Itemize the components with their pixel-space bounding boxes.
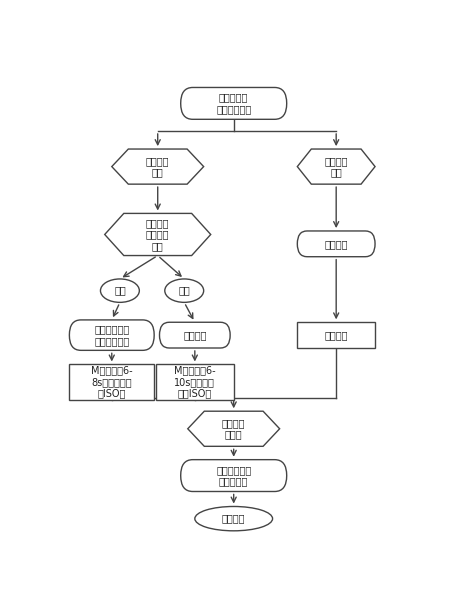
Text: 强光: 强光 [114, 286, 126, 295]
FancyBboxPatch shape [180, 88, 286, 119]
Bar [297, 322, 374, 348]
Text: 选择相机数
量，固定相机: 选择相机数 量，固定相机 [216, 92, 251, 114]
Polygon shape [297, 149, 374, 184]
Text: 开始试验: 开始试验 [222, 514, 245, 523]
FancyBboxPatch shape [297, 231, 374, 257]
Text: 高速连拍: 高速连拍 [324, 330, 347, 340]
Ellipse shape [164, 279, 203, 302]
Text: 试拍，调
整相机: 试拍，调 整相机 [222, 418, 245, 440]
Text: 工频耐压
试验: 工频耐压 试验 [324, 156, 347, 178]
Polygon shape [187, 411, 279, 446]
Text: 确认试验
场地光线
强度: 确认试验 场地光线 强度 [146, 218, 169, 251]
Ellipse shape [100, 279, 139, 302]
Text: M档：快门6-
8s、小光圈、
低ISO值: M档：快门6- 8s、小光圈、 低ISO值 [91, 365, 132, 399]
Polygon shape [105, 213, 210, 255]
FancyBboxPatch shape [180, 460, 286, 491]
Polygon shape [111, 149, 203, 184]
Text: 调整相机: 调整相机 [324, 239, 347, 249]
Text: 调整相机: 调整相机 [182, 330, 206, 340]
FancyBboxPatch shape [69, 320, 154, 350]
FancyBboxPatch shape [159, 322, 230, 348]
Bar [69, 364, 154, 399]
Text: 加装中灰密度
镜，调整相机: 加装中灰密度 镜，调整相机 [94, 324, 129, 346]
Text: 弱光: 弱光 [178, 286, 190, 295]
Bar [156, 364, 233, 399]
Ellipse shape [194, 506, 272, 531]
Text: 雷电冲击
试验: 雷电冲击 试验 [146, 156, 169, 178]
Text: 安装无线遥控
装置，检查: 安装无线遥控 装置，检查 [216, 465, 251, 486]
Text: M档：快门6-
10s、大光圈
及高ISO值: M档：快门6- 10s、大光圈 及高ISO值 [174, 365, 215, 399]
